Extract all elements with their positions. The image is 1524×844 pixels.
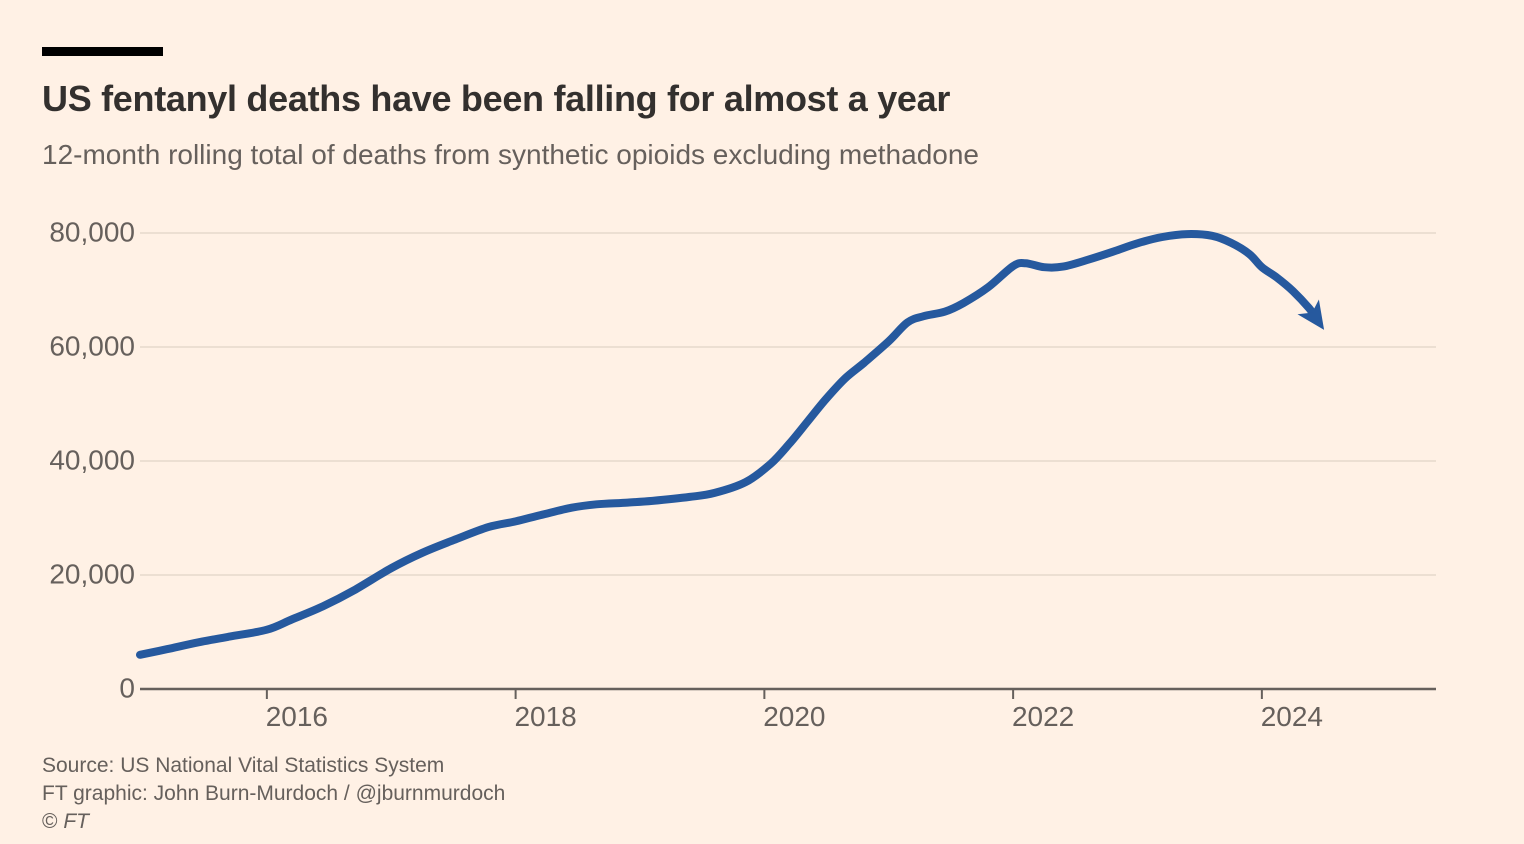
x-tick-label: 2016 — [265, 701, 328, 732]
x-tick-label: 2020 — [763, 701, 826, 732]
x-tick-label: 2024 — [1260, 701, 1323, 732]
ft-accent-bar — [42, 47, 163, 56]
x-tick-label: 2022 — [1011, 701, 1075, 732]
source-note: Source: US National Vital Statistics Sys… — [42, 754, 445, 777]
arrowhead — [1297, 299, 1325, 330]
data-line — [136, 230, 1319, 659]
chart-footer: Source: US National Vital Statistics Sys… — [42, 752, 505, 836]
y-tick-label: 40,000 — [49, 444, 135, 476]
copyright-note: © FT — [42, 808, 505, 836]
y-tick-label: 0 — [119, 672, 135, 704]
chart-title: US fentanyl deaths have been falling for… — [42, 78, 951, 119]
x-tick-label: 2018 — [514, 701, 577, 732]
y-tick-label: 80,000 — [49, 216, 135, 248]
copyright-brand: FT — [63, 810, 89, 833]
copyright-symbol: © — [42, 810, 58, 833]
credit-note: FT graphic: John Burn-Murdoch / @jburnmu… — [42, 782, 506, 805]
y-tick-label: 20,000 — [49, 558, 135, 590]
chart-subtitle: 12-month rolling total of deaths from sy… — [42, 139, 979, 170]
y-tick-label: 60,000 — [49, 330, 135, 362]
